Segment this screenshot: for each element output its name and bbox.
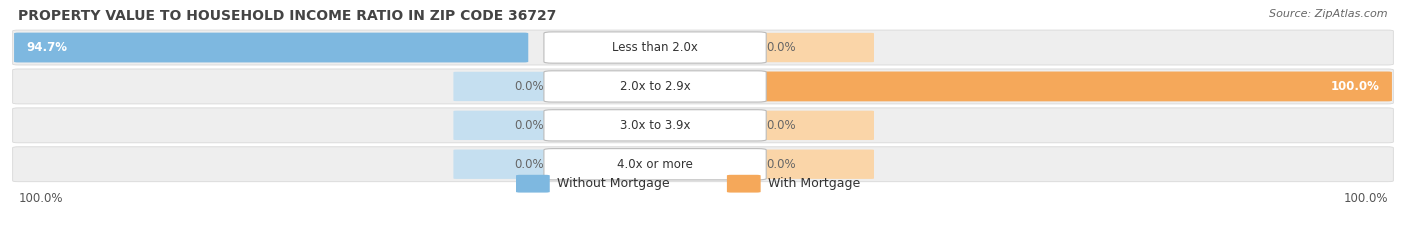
Text: 0.0%: 0.0% [766,119,796,132]
Text: 0.0%: 0.0% [766,41,796,54]
FancyBboxPatch shape [755,33,875,62]
FancyBboxPatch shape [544,149,766,180]
FancyBboxPatch shape [544,71,766,102]
FancyBboxPatch shape [754,72,1392,101]
FancyBboxPatch shape [755,150,875,179]
Text: 94.7%: 94.7% [27,41,67,54]
FancyBboxPatch shape [13,30,1393,65]
FancyBboxPatch shape [453,150,555,179]
FancyBboxPatch shape [755,111,875,140]
Text: 100.0%: 100.0% [18,192,63,205]
Text: Less than 2.0x: Less than 2.0x [612,41,697,54]
Text: 0.0%: 0.0% [515,158,544,171]
Text: Without Mortgage: Without Mortgage [557,177,669,190]
Text: 100.0%: 100.0% [1330,80,1379,93]
Text: With Mortgage: With Mortgage [768,177,860,190]
FancyBboxPatch shape [544,110,766,141]
FancyBboxPatch shape [516,175,550,193]
Text: 0.0%: 0.0% [766,158,796,171]
FancyBboxPatch shape [544,32,766,63]
Text: 0.0%: 0.0% [515,80,544,93]
FancyBboxPatch shape [453,111,555,140]
Text: 3.0x to 3.9x: 3.0x to 3.9x [620,119,690,132]
FancyBboxPatch shape [13,69,1393,104]
Text: Source: ZipAtlas.com: Source: ZipAtlas.com [1270,9,1388,19]
FancyBboxPatch shape [727,175,761,193]
Text: PROPERTY VALUE TO HOUSEHOLD INCOME RATIO IN ZIP CODE 36727: PROPERTY VALUE TO HOUSEHOLD INCOME RATIO… [18,9,557,23]
FancyBboxPatch shape [14,33,529,62]
Text: 2.0x to 2.9x: 2.0x to 2.9x [620,80,690,93]
Text: 0.0%: 0.0% [515,119,544,132]
FancyBboxPatch shape [13,147,1393,182]
FancyBboxPatch shape [13,108,1393,143]
Text: 4.0x or more: 4.0x or more [617,158,693,171]
Text: 100.0%: 100.0% [1343,192,1388,205]
FancyBboxPatch shape [453,72,555,101]
